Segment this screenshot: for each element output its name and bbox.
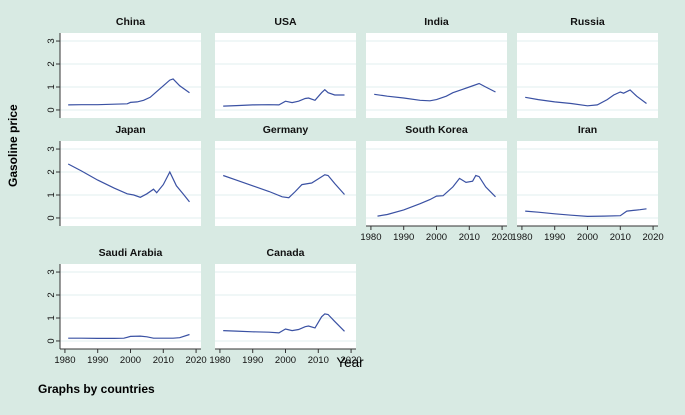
x-tick-label: 1980 [511,232,532,243]
y-tick-label: 1 [46,315,57,320]
x-tick-label: 2010 [459,232,480,243]
plot-area: 0 1 2 3 [46,33,201,118]
x-tick-label: 2020 [186,355,207,366]
price-line [223,313,345,334]
subplot-title: Russia [570,16,605,28]
subplot-china: China 0 1 2 3 [46,16,201,118]
y-tick-label: 2 [46,61,57,66]
x-tick-label: 1980 [54,355,75,366]
y-tick-label: 3 [46,38,57,43]
x-tick-label: 1980 [209,355,230,366]
x-tick-label: 2000 [426,232,447,243]
y-tick-label: 2 [46,292,57,297]
price-line [68,333,190,340]
x-tick-label: 2010 [308,355,329,366]
plot-area [366,33,507,118]
plot-area: 1980 1990 2000 2010 2020 [511,141,664,243]
x-axis-title: Year [336,355,364,370]
x-tick-label: 2020 [341,355,362,366]
subplot-title: Saudi Arabia [98,247,163,259]
x-tick-label: 2000 [577,232,598,243]
subplot-iran: Iran 1980 1990 2000 2010 2020 [511,124,664,243]
price-line [67,163,190,203]
x-tick-label: 1990 [242,355,263,366]
subplot-title: USA [274,16,297,28]
price-line [68,78,190,106]
x-tick-label: 1990 [87,355,108,366]
x-tick-label: 2020 [492,232,513,243]
subplot-canada: Canada 1980 1990 2000 2010 2020 [209,247,362,366]
plot-area: 1980 1990 2000 2010 2020 [209,264,362,366]
subplot-south-korea: South Korea 1980 1990 2000 2010 2020 [360,124,513,243]
plot-area [517,33,658,118]
y-tick-label: 3 [46,269,57,274]
y-tick-label: 2 [46,169,57,174]
x-tick-label: 2000 [275,355,296,366]
subplot-title: Iran [577,124,598,136]
subplot-germany: Germany [215,124,356,226]
subplot-title: Germany [262,124,309,136]
y-tick-label: 1 [46,192,57,197]
x-tick-label: 1980 [360,232,381,243]
plot-area: 0 1 2 3 [46,141,201,226]
y-tick-label: 1 [46,84,57,89]
x-tick-label: 1990 [544,232,565,243]
by-graph-note: Graphs by countries [38,382,155,396]
y-tick-label: 0 [46,215,57,220]
subplot-usa: USA [215,16,356,118]
x-tick-label: 2000 [120,355,141,366]
y-tick-label: 0 [46,338,57,343]
price-line [377,174,496,217]
y-tick-label: 3 [46,146,57,151]
price-line [525,208,647,218]
price-line [374,82,496,102]
plot-area: 1980 1990 2000 2010 2020 [360,141,513,243]
subplot-saudi-arabia: Saudi Arabia 0 1 2 3 1980 1990 2000 2010 2020 [46,247,207,366]
price-line [223,174,345,199]
x-tick-label: 2020 [643,232,664,243]
price-line [223,88,345,107]
x-tick-label: 2010 [153,355,174,366]
subplot-japan: Japan 0 1 2 3 [46,124,201,226]
subplot-title: India [424,16,449,28]
subplot-title: China [115,16,146,28]
price-line [525,89,647,107]
subplot-title: South Korea [405,124,468,136]
x-tick-label: 1990 [393,232,414,243]
subplot-title: Japan [115,124,146,136]
plot-area [215,141,356,226]
x-tick-label: 2010 [610,232,631,243]
plot-area: 0 1 2 3 1980 1990 2000 2010 2020 [46,264,207,366]
subplot-russia: Russia [517,16,658,118]
y-axis-title: Gasoline price [6,104,20,187]
y-tick-label: 0 [46,107,57,112]
plot-area [215,33,356,118]
subplot-title: Canada [266,247,305,259]
subplot-india: India [366,16,507,118]
